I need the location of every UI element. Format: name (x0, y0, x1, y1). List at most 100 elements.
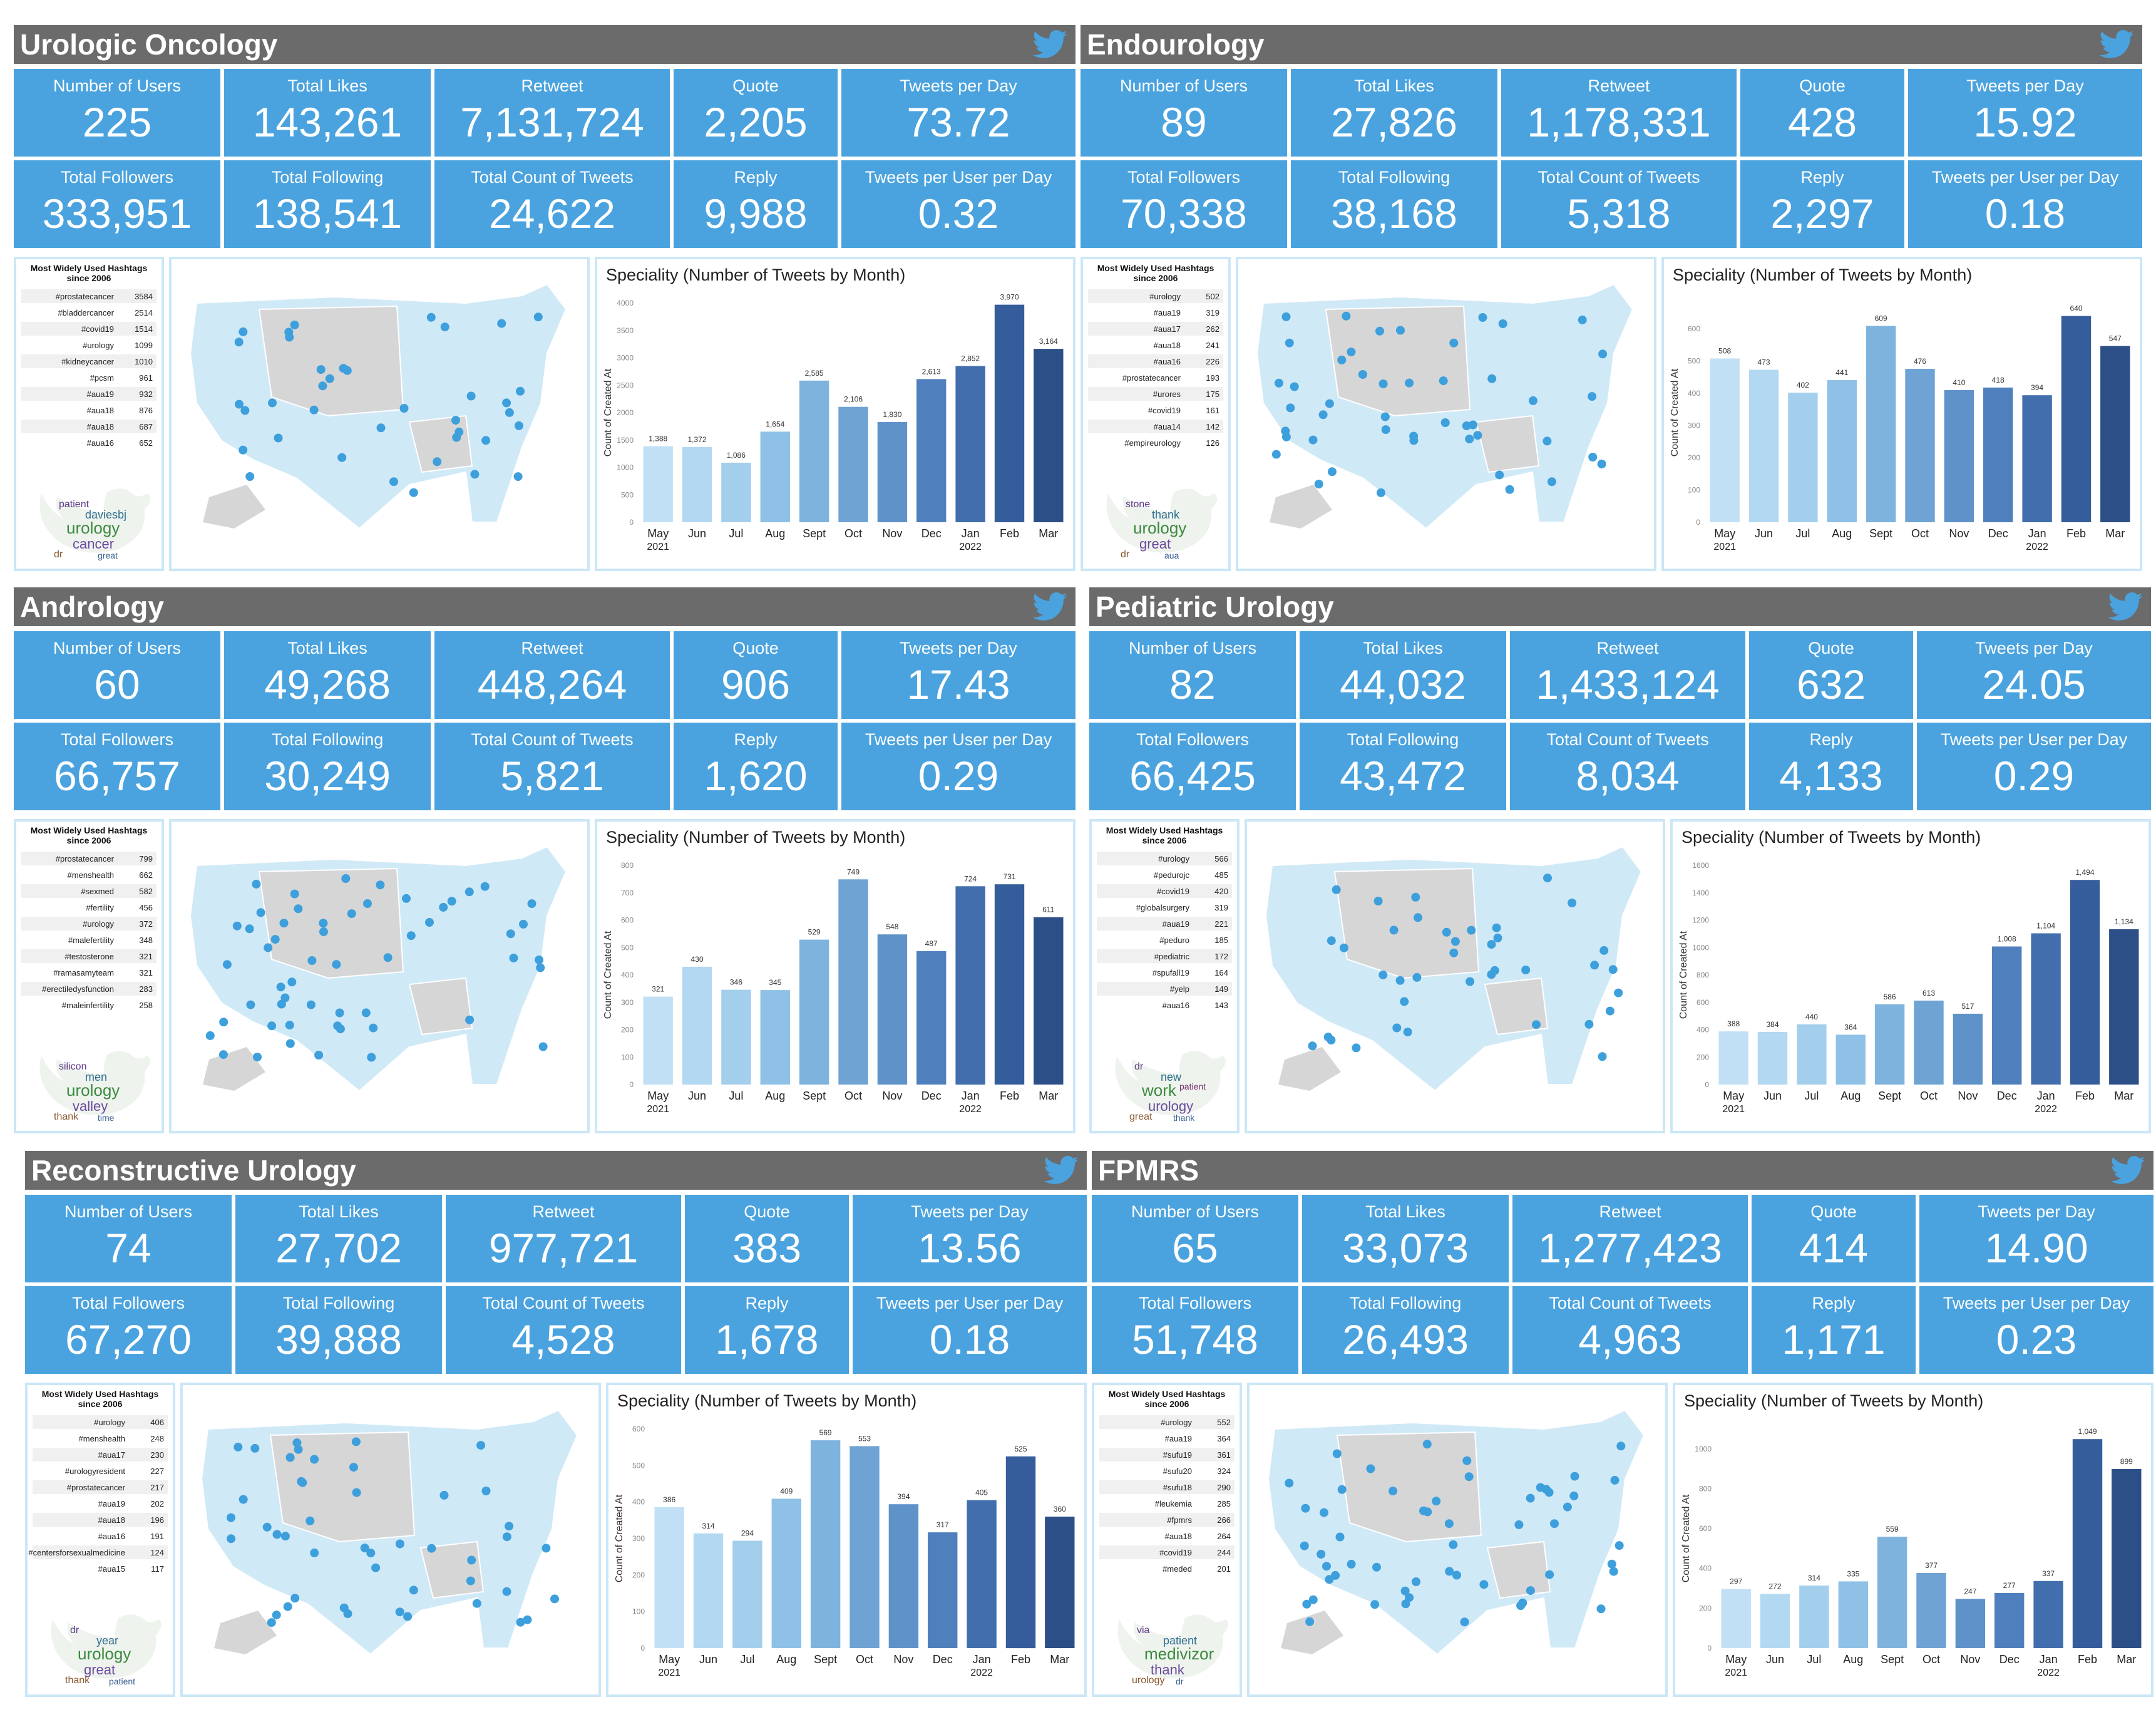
user-location-dot (1466, 977, 1475, 986)
stat-label: Retweet (1599, 1202, 1661, 1221)
stat-value: 39,888 (275, 1316, 402, 1363)
bar-data-label: 430 (690, 955, 703, 964)
user-location-dot (1473, 431, 1482, 440)
stat-tile: Retweet 7,131,724 (434, 69, 670, 157)
user-location-dot (439, 902, 448, 912)
stat-tile: Total Count of Tweets 5,821 (434, 723, 670, 810)
user-location-dot (1302, 1599, 1312, 1609)
x-year-label: 2021 (647, 542, 669, 552)
stat-label: Total Count of Tweets (482, 1294, 645, 1312)
bar (850, 1446, 880, 1648)
user-location-dot (1616, 1441, 1626, 1451)
user-location-dot (1275, 378, 1283, 388)
user-location-dot (369, 1023, 378, 1033)
x-tick-label: Mar (1039, 527, 1058, 540)
stat-tile: Number of Users 65 (1092, 1195, 1298, 1282)
bar (955, 366, 985, 522)
user-location-dot (319, 927, 328, 936)
hashtag-row: #urology 552 (1099, 1415, 1235, 1429)
map-region-gray (1486, 1540, 1551, 1599)
bar-data-label: 405 (975, 1488, 988, 1497)
bar-chart: Count of Created At 0 100 200 300 400 500 600 50… (1670, 304, 2130, 552)
hashtag-name: #ramasamyteam (53, 968, 114, 977)
stats-grid: Number of Users 74 Total Likes 27,702 Retwee… (25, 1195, 1087, 1376)
user-location-dot (1588, 392, 1597, 401)
stat-label: Total Count of Tweets (471, 730, 634, 749)
hashtag-name: #pediatric (1154, 952, 1189, 961)
hashtag-count: 321 (139, 952, 153, 961)
x-year-label: 2021 (647, 1104, 669, 1115)
hashtag-name: #prostatecancer (1122, 373, 1181, 383)
user-location-dot (1492, 923, 1501, 932)
user-location-dot (1389, 926, 1399, 935)
bar-data-label: 346 (730, 978, 742, 987)
user-location-dot (502, 398, 511, 408)
y-tick-label: 500 (632, 1461, 645, 1470)
stat-value: 67,270 (65, 1316, 192, 1363)
hashtag-count: 262 (1206, 324, 1219, 334)
stats-grid: Number of Users 60 Total Likes 49,268 Retwee… (14, 631, 1075, 813)
user-location-dot (451, 416, 460, 425)
user-location-dot (292, 1438, 302, 1448)
stat-label: Total Likes (1354, 76, 1434, 95)
user-location-dot (294, 1445, 303, 1454)
stat-tile: Tweets per Day 14.90 (1919, 1195, 2153, 1282)
hashtag-name: #aua18 (86, 422, 114, 431)
stat-label: Tweets per User per Day (865, 730, 1052, 749)
x-tick-label: Feb (2066, 527, 2086, 540)
bar (838, 879, 868, 1085)
detail-area: Most Widely Used Hashtags since 2006 #urol… (1081, 257, 2142, 571)
x-tick-label: Nov (882, 527, 902, 540)
stat-value: 1,620 (704, 753, 808, 799)
stat-tile: Quote 632 (1749, 631, 1913, 719)
stat-label: Tweets per Day (900, 639, 1017, 657)
bar-data-label: 473 (1757, 358, 1770, 367)
user-location-dot (1400, 1586, 1410, 1596)
y-tick-label: 500 (621, 490, 634, 499)
user-location-dot (1465, 435, 1474, 444)
user-location-dot (1605, 1006, 1614, 1016)
bar-data-label: 508 (1718, 347, 1731, 356)
user-location-dot (1487, 374, 1497, 383)
y-tick-label: 1000 (1695, 1445, 1712, 1453)
bar-data-label: 440 (1805, 1013, 1818, 1021)
user-location-dot (1314, 480, 1323, 489)
bar-data-label: 364 (1844, 1023, 1857, 1031)
hashtag-row: #bladdercancer 2514 (21, 306, 157, 319)
x-tick-label: Nov (1960, 1653, 1980, 1666)
user-location-dot (1543, 436, 1552, 446)
tweets-chart-box: Speciality (Number of Tweets by Month) Co… (1661, 257, 2142, 571)
stat-value: 38,168 (1331, 190, 1457, 237)
x-tick-label: Mar (2117, 1653, 2136, 1666)
stat-tile: Number of Users 60 (14, 631, 220, 719)
user-location-dot (1381, 425, 1390, 435)
x-tick-label: Mar (1050, 1653, 1069, 1666)
hashtag-name: #aua18 (1153, 341, 1181, 350)
hashtag-row: #sexmed 582 (21, 884, 157, 898)
hashtag-row: #prostatecancer 799 (21, 852, 157, 865)
hashtag-count: 142 (1206, 422, 1219, 431)
bar-data-label: 640 (2070, 304, 2082, 313)
hashtag-name: #spufall19 (1152, 968, 1189, 977)
stat-label: Number of Users (1131, 1202, 1260, 1221)
y-tick-label: 100 (632, 1607, 645, 1616)
x-year-label: 2022 (959, 542, 982, 552)
chart-title: Speciality (Number of Tweets by Month) (1684, 1391, 1984, 1410)
hashtag-count: 1010 (135, 357, 153, 366)
user-location-dot (1422, 1440, 1432, 1449)
y-tick-label: 400 (1688, 389, 1700, 398)
stat-label: Number of Users (1128, 639, 1257, 657)
us-map-box (1245, 819, 1665, 1133)
user-location-dot (1597, 460, 1606, 468)
user-location-dot (234, 1442, 243, 1451)
hashtag-name: #empireurology (1124, 438, 1181, 448)
bar (1866, 326, 1896, 522)
y-tick-label: 1400 (1692, 889, 1709, 897)
user-location-dot (519, 919, 528, 929)
user-location-dot (425, 918, 434, 927)
user-location-dot (1578, 315, 1587, 324)
user-location-dot (497, 319, 506, 328)
stat-value: 1,678 (715, 1316, 819, 1363)
user-location-dot (352, 1488, 361, 1497)
stat-label: Total Followers (60, 730, 174, 749)
